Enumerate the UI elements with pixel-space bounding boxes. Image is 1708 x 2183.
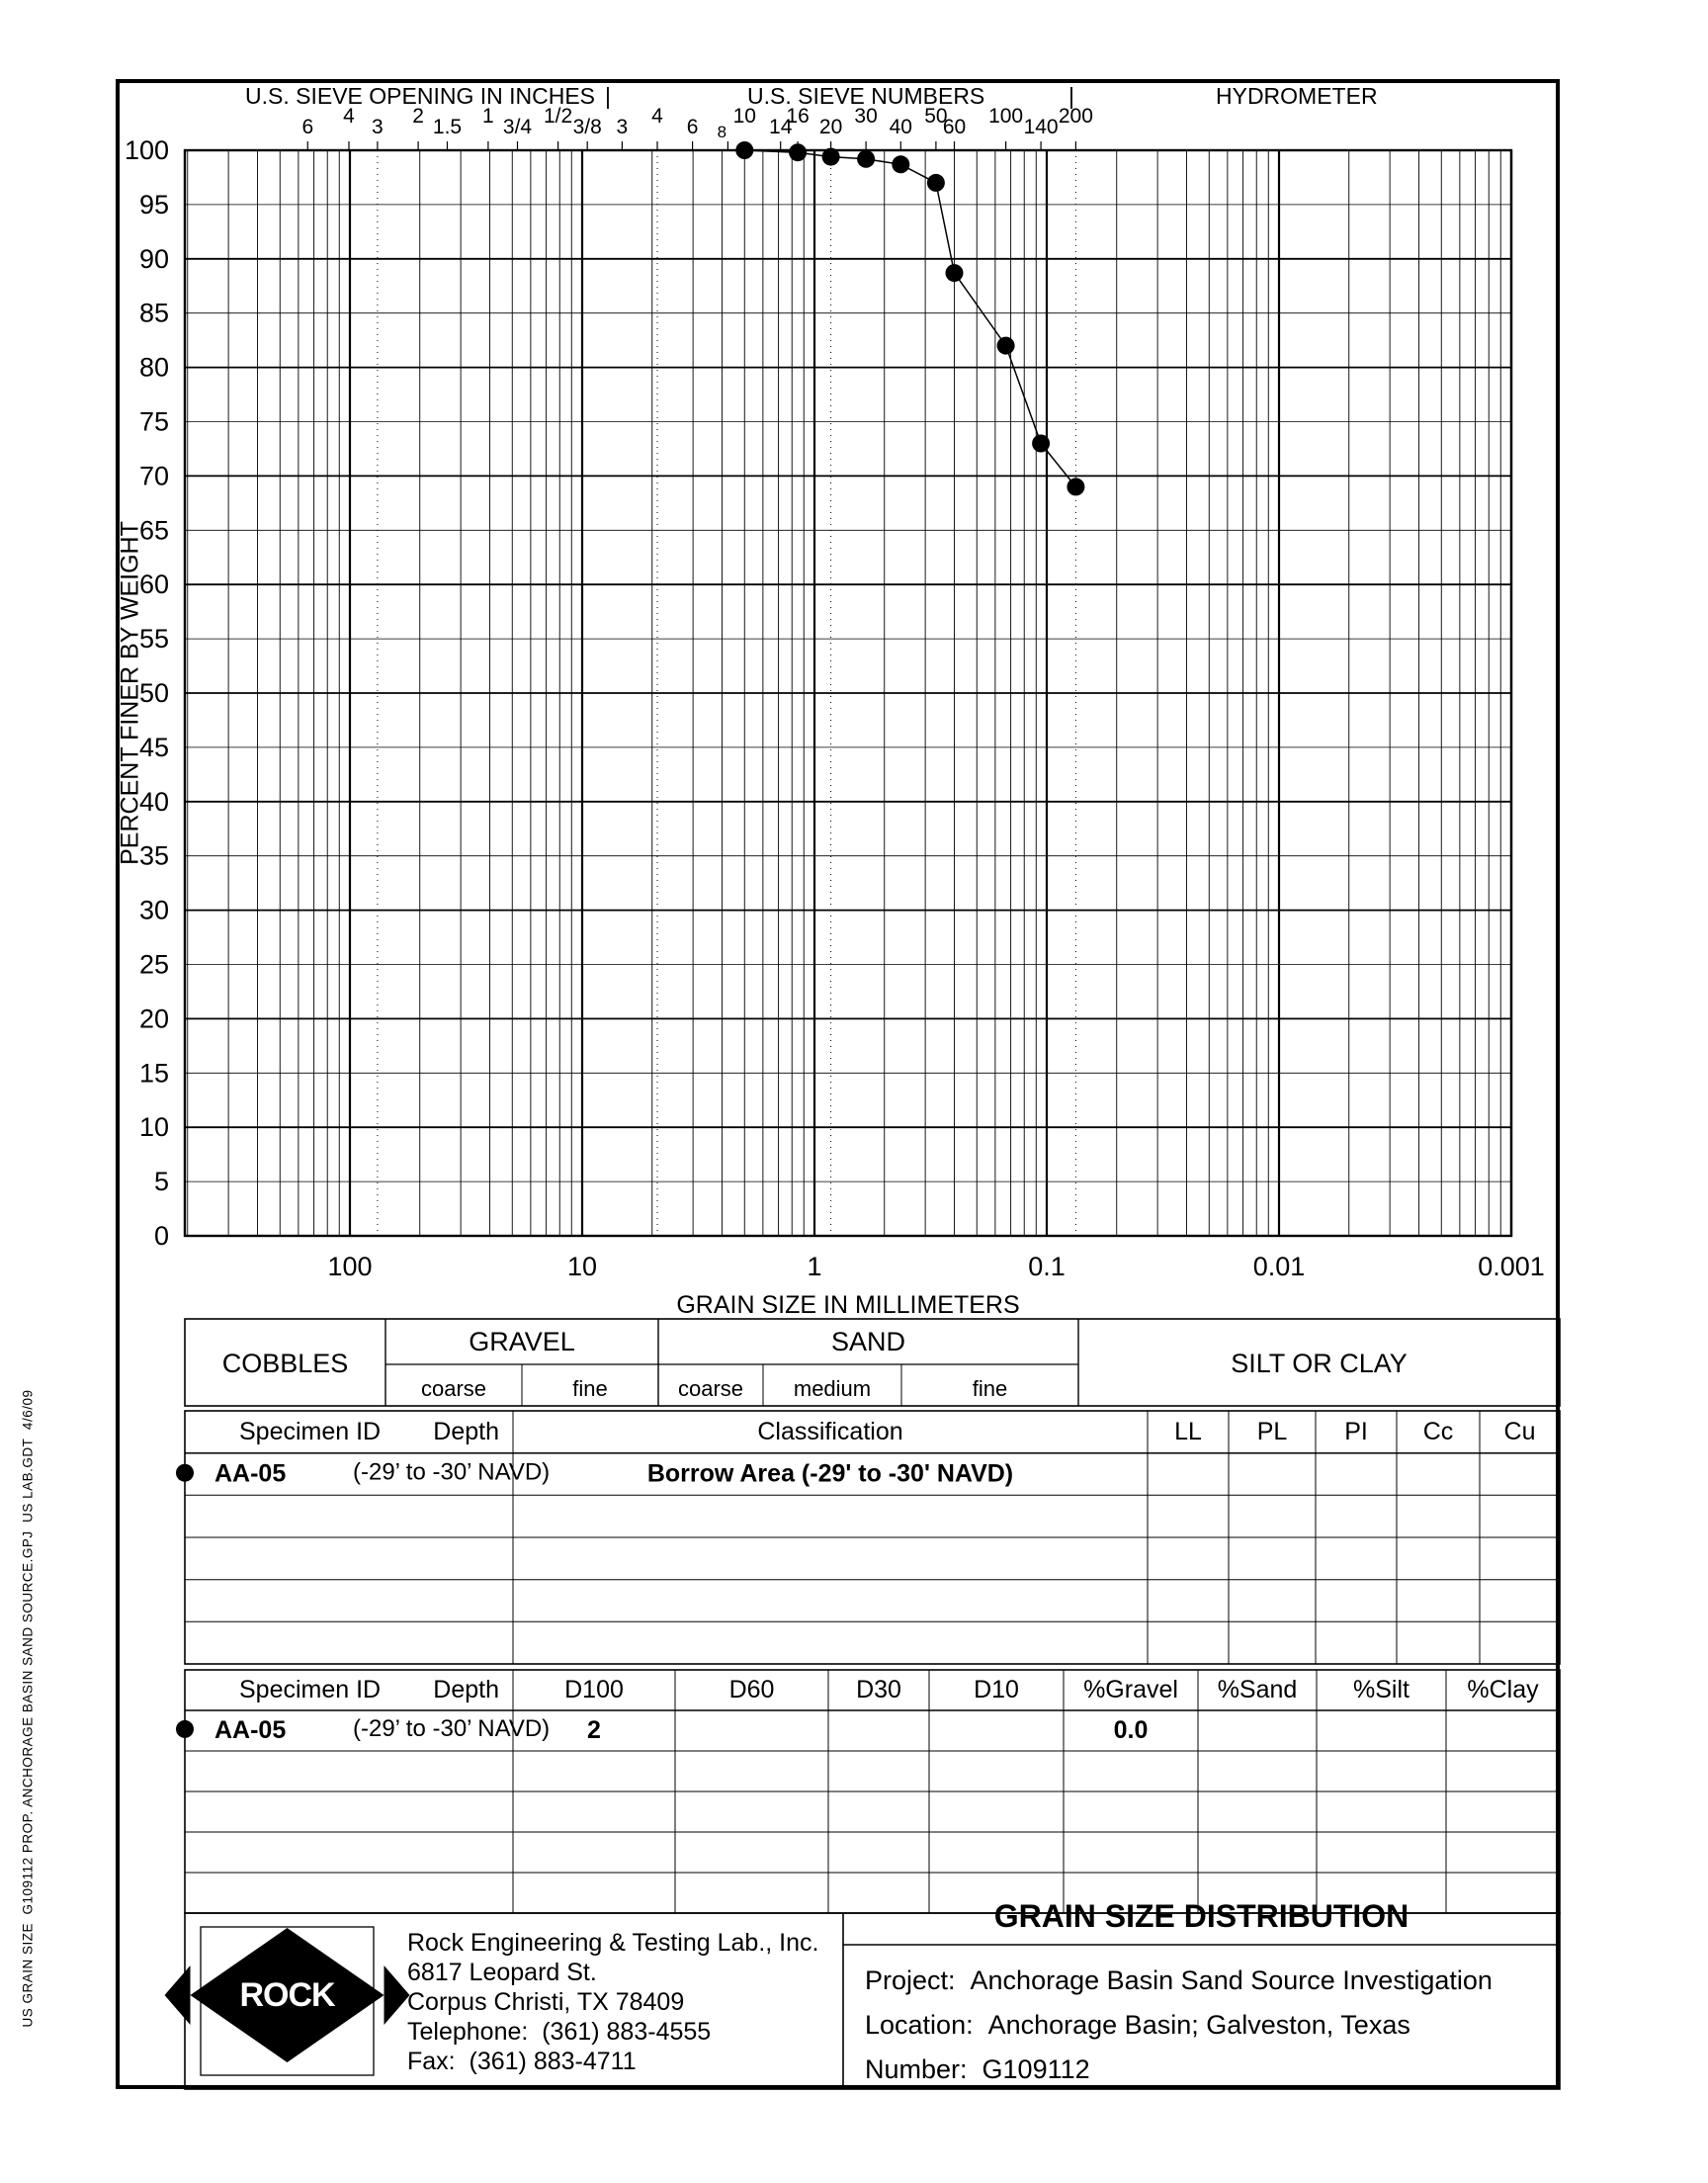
svg-text:Specimen ID: Specimen ID <box>239 1676 381 1703</box>
svg-text:Telephone: (361) 883-4555: Telephone: (361) 883-4555 <box>407 2018 711 2046</box>
svg-text:80: 80 <box>139 353 169 383</box>
svg-text:fine: fine <box>973 1376 1007 1401</box>
svg-text:6817 Leopard St.: 6817 Leopard St. <box>407 1959 597 1986</box>
svg-text:140: 140 <box>1024 116 1059 138</box>
svg-text:D30: D30 <box>856 1676 901 1703</box>
svg-text:AA-05: AA-05 <box>214 1460 286 1488</box>
svg-text:90: 90 <box>139 244 169 274</box>
svg-text:AA-05: AA-05 <box>214 1716 286 1744</box>
svg-text:0.1: 0.1 <box>1028 1252 1066 1281</box>
svg-text:%Gravel: %Gravel <box>1083 1676 1178 1703</box>
svg-text:Borrow Area (-29' to -30' NAVD: Borrow Area (-29' to -30' NAVD) <box>647 1460 1013 1488</box>
svg-text:8: 8 <box>718 123 726 141</box>
svg-text:1.5: 1.5 <box>433 116 462 138</box>
svg-text:3: 3 <box>372 116 384 138</box>
svg-text:Depth: Depth <box>433 1676 499 1703</box>
svg-text:ROCK: ROCK <box>239 1976 336 2014</box>
svg-text:SILT OR CLAY: SILT OR CLAY <box>1231 1349 1408 1378</box>
svg-text:1/2: 1/2 <box>544 105 572 128</box>
svg-text:Cu: Cu <box>1504 1418 1536 1445</box>
svg-text:100: 100 <box>327 1252 372 1281</box>
svg-text:95: 95 <box>139 190 169 219</box>
svg-text:30: 30 <box>139 896 169 925</box>
svg-text:Specimen ID: Specimen ID <box>239 1418 381 1445</box>
svg-text:10: 10 <box>733 105 756 128</box>
svg-text:200: 200 <box>1059 105 1093 128</box>
svg-text:0.01: 0.01 <box>1253 1252 1306 1281</box>
svg-text:coarse: coarse <box>421 1376 486 1401</box>
svg-text:Cc: Cc <box>1423 1418 1454 1445</box>
svg-text:%Clay: %Clay <box>1467 1676 1539 1703</box>
svg-text:70: 70 <box>139 461 169 490</box>
svg-text:0: 0 <box>154 1221 169 1251</box>
svg-text:coarse: coarse <box>678 1376 743 1401</box>
svg-text:%Silt: %Silt <box>1353 1676 1409 1703</box>
svg-text:fine: fine <box>572 1376 607 1401</box>
svg-text:(-29’ to -30’ NAVD): (-29’ to -30’ NAVD) <box>353 1715 550 1742</box>
svg-text:15: 15 <box>139 1058 169 1088</box>
svg-text:SAND: SAND <box>831 1327 905 1356</box>
svg-text:25: 25 <box>139 950 169 980</box>
svg-text:30: 30 <box>854 105 877 128</box>
svg-text:3/4: 3/4 <box>503 116 533 138</box>
svg-text:4: 4 <box>343 105 355 128</box>
svg-text:GRAIN SIZE DISTRIBUTION: GRAIN SIZE DISTRIBUTION <box>994 1898 1409 1934</box>
svg-text:PI: PI <box>1344 1418 1368 1445</box>
svg-text:Classification: Classification <box>757 1418 902 1445</box>
svg-text:Location: Anchorage Basin; Ga: Location: Anchorage Basin; Galveston, Te… <box>865 2010 1410 2040</box>
svg-text:medium: medium <box>794 1376 871 1401</box>
svg-text:60: 60 <box>943 116 966 138</box>
svg-text:Fax: (361) 883-4711: Fax: (361) 883-4711 <box>407 2048 637 2075</box>
svg-text:Project: Anchorage Basin Sand: Project: Anchorage Basin Sand Source Inv… <box>865 1965 1493 1995</box>
svg-text:LL: LL <box>1174 1418 1202 1445</box>
svg-text:D100: D100 <box>564 1676 624 1703</box>
svg-text:2: 2 <box>587 1716 601 1744</box>
svg-text:6: 6 <box>687 116 699 138</box>
svg-text:1: 1 <box>482 105 494 128</box>
svg-text:Number: G109112: Number: G109112 <box>865 2054 1090 2084</box>
svg-text:100: 100 <box>125 135 169 165</box>
svg-text:Rock Engineering & Testing Lab: Rock Engineering & Testing Lab., Inc. <box>407 1929 818 1957</box>
svg-text:75: 75 <box>139 407 169 437</box>
svg-text:1: 1 <box>807 1252 821 1281</box>
svg-text:16: 16 <box>786 105 809 128</box>
svg-text:PL: PL <box>1257 1418 1288 1445</box>
svg-text:5: 5 <box>154 1167 169 1196</box>
svg-text:3/8: 3/8 <box>573 116 602 138</box>
svg-text:2: 2 <box>412 105 424 128</box>
svg-text:D60: D60 <box>729 1676 775 1703</box>
svg-text:COBBLES: COBBLES <box>222 1349 349 1378</box>
svg-text:(-29’ to -30’ NAVD): (-29’ to -30’ NAVD) <box>353 1459 550 1486</box>
svg-text:4: 4 <box>651 105 663 128</box>
svg-text:20: 20 <box>139 1004 169 1033</box>
svg-text:GRAVEL: GRAVEL <box>469 1327 575 1356</box>
svg-text:100: 100 <box>988 105 1023 128</box>
svg-text:10: 10 <box>567 1252 597 1281</box>
svg-text:85: 85 <box>139 299 169 328</box>
svg-text:0.0: 0.0 <box>1114 1716 1149 1744</box>
svg-text:0.001: 0.001 <box>1478 1252 1545 1281</box>
svg-text:%Sand: %Sand <box>1218 1676 1298 1703</box>
svg-text:Depth: Depth <box>433 1418 499 1445</box>
svg-text:40: 40 <box>890 116 912 138</box>
svg-text:6: 6 <box>301 116 313 138</box>
svg-text:10: 10 <box>139 1112 169 1142</box>
svg-text:D10: D10 <box>974 1676 1019 1703</box>
svg-text:20: 20 <box>819 116 842 138</box>
svg-text:Corpus Christi, TX 78409: Corpus Christi, TX 78409 <box>407 1988 684 2016</box>
svg-text:3: 3 <box>617 116 629 138</box>
